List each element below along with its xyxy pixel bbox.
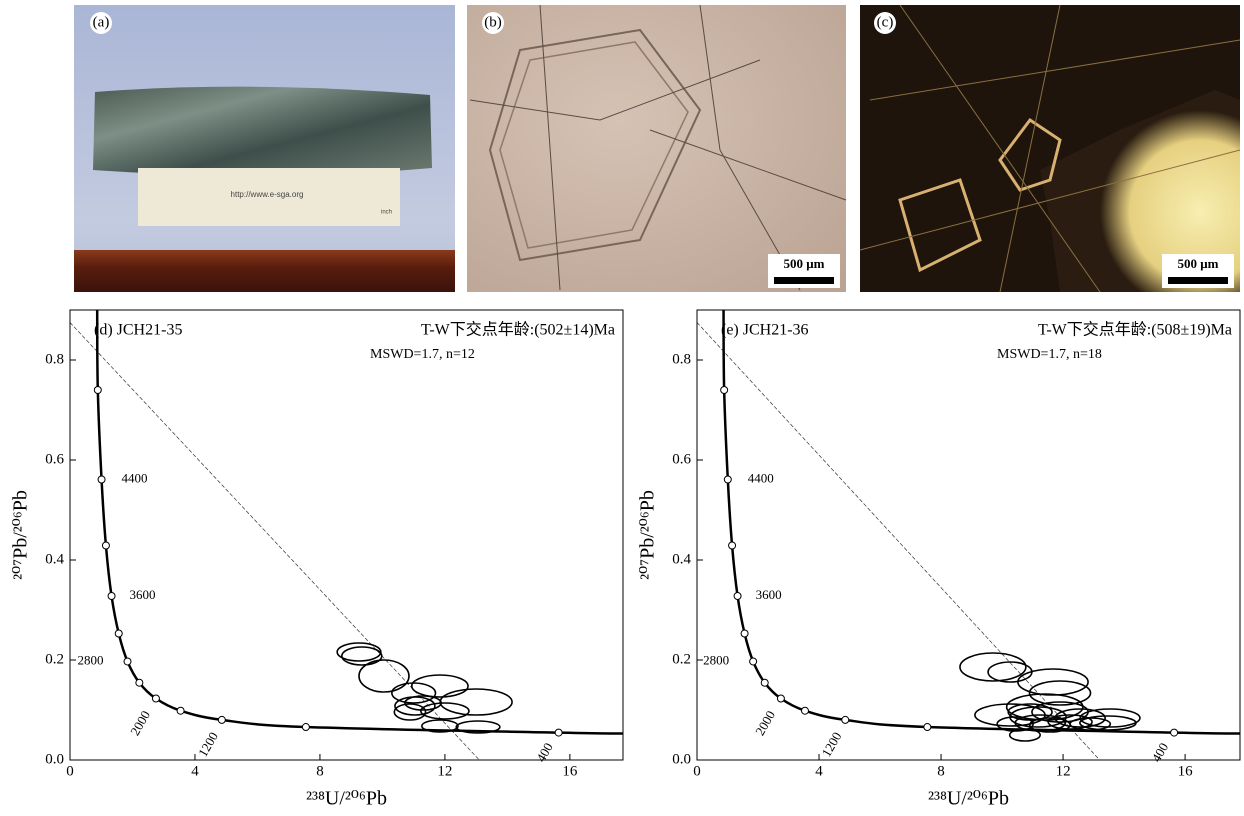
error-ellipse: [440, 689, 512, 715]
age-marker: [761, 679, 768, 686]
chart-title: (e) JCH21-36: [721, 322, 809, 339]
age-label: 2000: [752, 708, 778, 738]
annotation-stats: MSWD=1.7, n=12: [370, 347, 475, 362]
page: http://www.e-sga.org inch (a) 500 μm (b)…: [0, 0, 1244, 811]
age-marker: [734, 593, 741, 600]
y-axis-label: ²⁰⁷Pb/²⁰⁶Pb: [10, 490, 32, 580]
y-tick-label: 0.6: [672, 451, 691, 467]
age-label: 2000: [127, 708, 153, 738]
age-marker: [1171, 729, 1178, 736]
age-label: 3600: [756, 587, 782, 602]
age-label: 4400: [122, 470, 148, 485]
plot-area: [70, 310, 623, 760]
x-tick-label: 16: [562, 763, 578, 779]
age-marker: [302, 724, 309, 731]
age-marker: [94, 387, 101, 394]
x-tick-label: 4: [191, 763, 199, 779]
age-marker: [724, 476, 731, 483]
x-tick-label: 0: [66, 763, 74, 779]
plot-frame: [697, 310, 1240, 760]
age-marker: [136, 679, 143, 686]
age-marker: [98, 476, 105, 483]
discordia-line: [70, 323, 479, 761]
age-marker: [102, 542, 109, 549]
age-marker: [801, 707, 808, 714]
y-tick-label: 0.8: [672, 351, 691, 367]
age-marker: [842, 716, 849, 723]
age-label: 3600: [130, 587, 156, 602]
scale-label: 500 μm: [784, 256, 825, 271]
error-ellipse: [359, 660, 409, 692]
age-marker: [108, 593, 115, 600]
y-tick-label: 0.0: [45, 751, 64, 767]
error-ellipse: [342, 647, 382, 665]
ruler-url: http://www.e-sga.org: [231, 190, 304, 199]
age-label: 1200: [818, 729, 844, 759]
age-marker: [741, 630, 748, 637]
annotation-stats: MSWD=1.7, n=18: [997, 347, 1102, 362]
age-marker: [729, 542, 736, 549]
panel-label: (c): [877, 14, 894, 30]
scale-label: 500 μm: [1178, 256, 1219, 271]
age-label: 1200: [195, 729, 221, 759]
age-marker: [924, 724, 931, 731]
age-marker: [777, 695, 784, 702]
x-tick-label: 12: [437, 763, 452, 779]
y-tick-label: 0.8: [45, 351, 64, 367]
x-tick-label: 8: [316, 763, 324, 779]
plot-frame: [70, 310, 623, 760]
error-ellipse: [421, 703, 469, 719]
y-tick-label: 0.4: [672, 551, 691, 567]
age-marker: [555, 729, 562, 736]
chart-title: (d) JCH21-35: [94, 322, 182, 339]
age-label: 400: [533, 740, 556, 764]
error-ellipse: [412, 675, 468, 697]
x-axis-label: ²³⁸U/²⁰⁶Pb: [928, 788, 1009, 810]
age-label: 2800: [703, 652, 729, 667]
age-label: 400: [1149, 740, 1172, 764]
x-tick-label: 0: [693, 763, 701, 779]
annotation: T-W下交点年龄:(508±19)Ma: [1038, 321, 1232, 339]
x-tick-label: 4: [815, 763, 823, 779]
x-axis-label: ²³⁸U/²⁰⁶Pb: [306, 788, 387, 810]
y-tick-label: 0.0: [672, 751, 691, 767]
x-tick-label: 12: [1056, 763, 1071, 779]
y-tick-label: 0.2: [45, 651, 64, 667]
ruler-unit: inch: [381, 210, 392, 216]
age-marker: [721, 387, 728, 394]
annotation: T-W下交点年龄:(502±14)Ma: [421, 321, 615, 339]
error-ellipse: [960, 653, 1026, 681]
age-marker: [115, 630, 122, 637]
photo-c: 500 μm (c): [860, 5, 1240, 292]
panel-label: (b): [484, 14, 502, 30]
x-tick-label: 8: [937, 763, 945, 779]
y-tick-label: 0.4: [45, 551, 64, 567]
concordia-curve: [724, 310, 1240, 734]
y-tick-label: 0.6: [45, 451, 64, 467]
age-marker: [124, 658, 131, 665]
age-marker: [177, 707, 184, 714]
age-label: 2800: [77, 652, 103, 667]
age-label: 4400: [748, 470, 774, 485]
age-marker: [218, 716, 225, 723]
photo-a: http://www.e-sga.org inch (a): [74, 5, 455, 292]
y-axis-label: ²⁰⁷Pb/²⁰⁶Pb: [637, 490, 659, 580]
age-marker: [750, 658, 757, 665]
figure: http://www.e-sga.org inch (a) 500 μm (b)…: [0, 0, 1244, 811]
panel-label: (a): [93, 14, 110, 30]
plot-area: [697, 310, 1240, 760]
y-tick-label: 0.2: [672, 651, 691, 667]
photo-b: 500 μm (b): [467, 5, 846, 292]
x-tick-label: 16: [1178, 763, 1194, 779]
age-marker: [152, 695, 159, 702]
